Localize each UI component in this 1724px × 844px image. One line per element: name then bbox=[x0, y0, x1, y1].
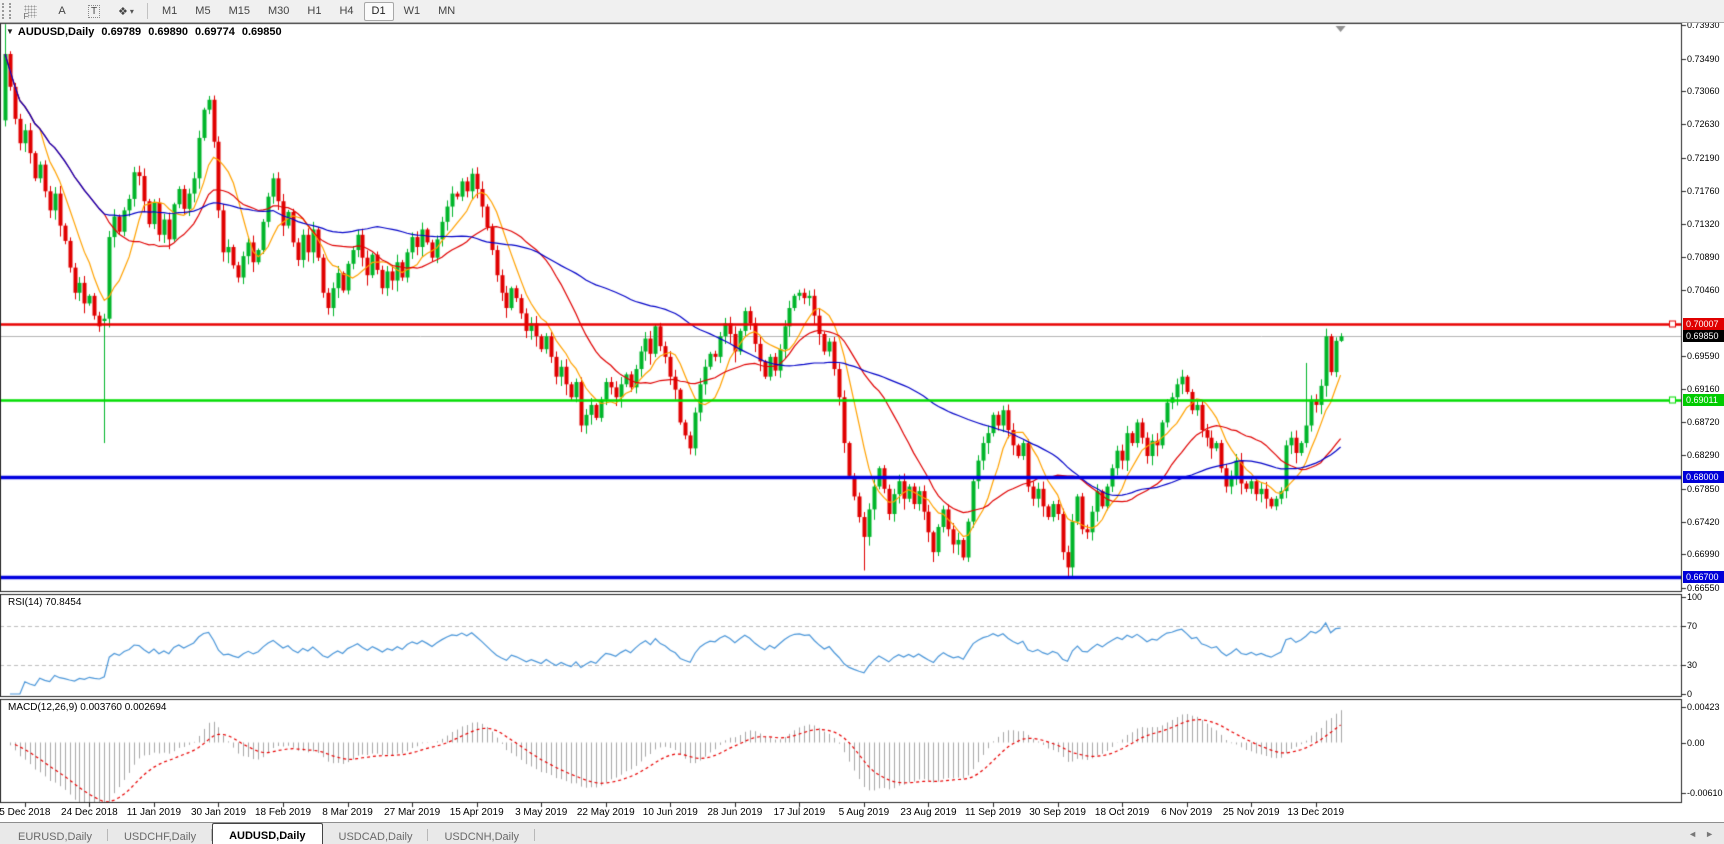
price-level-badge: 0.69011 bbox=[1683, 394, 1724, 407]
price-level-badge: 0.68000 bbox=[1683, 471, 1724, 484]
date-axis-label: 3 May 2019 bbox=[515, 807, 568, 818]
date-axis-label: 27 Mar 2019 bbox=[384, 807, 441, 818]
date-axis-label: 30 Sep 2019 bbox=[1029, 807, 1086, 818]
date-axis-label: 5 Dec 2018 bbox=[0, 807, 51, 818]
price-axis-label: 0.71760 bbox=[1687, 185, 1720, 196]
price-axis-label: 0.66550 bbox=[1687, 583, 1720, 593]
price-axis-label: 0.73060 bbox=[1687, 86, 1720, 97]
date-axis-label: 13 Dec 2019 bbox=[1287, 807, 1345, 818]
price-level-badge: 0.66700 bbox=[1683, 570, 1724, 583]
timeframe-button-d1[interactable]: D1 bbox=[363, 1, 394, 21]
price-axis-label: 0.67420 bbox=[1687, 516, 1720, 527]
price-axis-label: 0.70460 bbox=[1687, 284, 1720, 295]
price-axis-label: 0.69160 bbox=[1687, 383, 1720, 394]
close-value: 0.69850 bbox=[241, 26, 282, 38]
rsi-label: RSI(14) 70.8454 bbox=[8, 597, 82, 608]
price-axis-label: 0.69590 bbox=[1687, 351, 1720, 362]
timeframe-button-mn[interactable]: MN bbox=[438, 5, 456, 17]
open-value: 0.69789 bbox=[101, 26, 142, 38]
price-axis-label: 0.73930 bbox=[1687, 20, 1720, 30]
date-axis-label: 23 Aug 2019 bbox=[900, 807, 957, 818]
timeframe-button-m5[interactable]: M5 bbox=[195, 5, 211, 17]
text-label-tool-icon[interactable]: A bbox=[58, 5, 66, 17]
date-axis-label: 15 Apr 2019 bbox=[449, 807, 504, 818]
date-axis-label: 18 Oct 2019 bbox=[1094, 807, 1150, 818]
rsi-axis-label: 0 bbox=[1687, 689, 1693, 699]
symbol-tab-usdcnh[interactable]: USDCNH,Daily bbox=[428, 826, 535, 844]
timeframe-bar: M1 M5 M15 M30 H1 H4 D1 W1 MN bbox=[153, 1, 464, 21]
price-axis-label: 0.68720 bbox=[1687, 417, 1720, 428]
date-axis-label: 8 Mar 2019 bbox=[322, 807, 373, 818]
shapes-tool-icon[interactable]: ❖ ▾ bbox=[110, 1, 142, 21]
price-axis-label: 0.72630 bbox=[1687, 119, 1720, 130]
date-axis-label: 18 Feb 2019 bbox=[254, 807, 312, 818]
price-axis-label: 0.67850 bbox=[1687, 483, 1720, 494]
macd-axis-label: -0.00610 bbox=[1687, 788, 1723, 799]
low-value: 0.69774 bbox=[195, 26, 235, 38]
price-axis-label: 0.72190 bbox=[1687, 152, 1720, 163]
date-axis-label: 22 May 2019 bbox=[576, 807, 635, 818]
chevron-down-icon: ▾ bbox=[129, 6, 134, 16]
timeframe-button-m30[interactable]: M30 bbox=[267, 5, 290, 17]
symbol-tab-audusd[interactable]: AUDUSD,Daily bbox=[212, 823, 323, 844]
text-box-tool-icon[interactable]: T bbox=[78, 1, 110, 21]
price-axis-label: 0.70890 bbox=[1687, 251, 1720, 262]
price-level-badge: 0.69850 bbox=[1683, 330, 1724, 343]
toolbar-grip[interactable] bbox=[2, 3, 11, 19]
collapse-triangle-icon[interactable]: ▼ bbox=[6, 27, 14, 36]
price-axis-label: 0.68290 bbox=[1687, 450, 1720, 461]
macd-axis-label: 0.00423 bbox=[1687, 702, 1720, 713]
price-axis-label: 0.73490 bbox=[1687, 53, 1720, 64]
price-axis-label: 0.66990 bbox=[1687, 549, 1720, 560]
grid-pattern-icon[interactable]: F bbox=[14, 1, 46, 21]
high-value: 0.69890 bbox=[148, 26, 188, 38]
timeframe-button-m15[interactable]: M15 bbox=[228, 5, 250, 17]
price-level-badge: 0.70007 bbox=[1683, 318, 1724, 331]
date-axis-label: 6 Nov 2019 bbox=[1161, 807, 1213, 818]
text-box-glyph: T bbox=[87, 4, 101, 18]
symbol-label: AUDUSD,Daily bbox=[17, 26, 95, 38]
date-axis-label: 24 Dec 2018 bbox=[61, 807, 118, 818]
symbol-tab-bar: EURUSD,Daily USDCHF,Daily AUDUSD,Daily USDC… bbox=[0, 822, 1724, 844]
symbol-tab-usdchf[interactable]: USDCHF,Daily bbox=[108, 826, 213, 844]
macd-axis-label: 0.00 bbox=[1687, 737, 1705, 748]
timeframe-button-h1[interactable]: H1 bbox=[307, 5, 322, 17]
toolbar-separator bbox=[147, 3, 148, 19]
date-axis-label: 11 Jan 2019 bbox=[126, 807, 182, 818]
date-axis-label: 10 Jun 2019 bbox=[642, 807, 698, 818]
timeframe-button-m1[interactable]: M1 bbox=[162, 5, 178, 17]
date-axis-label: 30 Jan 2019 bbox=[190, 807, 247, 818]
rsi-axis-label: 100 bbox=[1687, 592, 1703, 602]
toolbar: F A T ❖ ▾ M1 M5 M15 M30 H1 H4 D1 W1 MN bbox=[0, 0, 1724, 23]
rsi-axis-label: 30 bbox=[1687, 659, 1698, 670]
date-axis-label: 5 Aug 2019 bbox=[838, 807, 890, 818]
timeframe-button-h4[interactable]: H4 bbox=[339, 5, 354, 17]
rsi-axis-label: 70 bbox=[1687, 621, 1698, 632]
timeframe-button-w1[interactable]: W1 bbox=[403, 5, 421, 17]
tab-scroll-left-icon[interactable]: ◄ bbox=[1688, 829, 1698, 839]
tab-scroll-right-icon[interactable]: ► bbox=[1705, 829, 1714, 839]
price-axis-label: 0.71320 bbox=[1687, 219, 1720, 230]
date-axis-label: 17 Jul 2019 bbox=[773, 807, 826, 818]
macd-label: MACD(12,26,9) 0.003760 0.002694 bbox=[8, 702, 167, 713]
symbol-tab-eurusd[interactable]: EURUSD,Daily bbox=[2, 826, 108, 844]
shapes-glyph: ❖ bbox=[118, 5, 128, 18]
date-axis-label: 25 Nov 2019 bbox=[1222, 807, 1280, 818]
date-axis-label: 11 Sep 2019 bbox=[965, 807, 1022, 818]
chart-title: ▼ AUDUSD,Daily 0.69789 0.69890 0.69774 0.… bbox=[6, 26, 286, 38]
date-axis-label: 28 Jun 2019 bbox=[707, 807, 763, 818]
symbol-tab-usdcad[interactable]: USDCAD,Daily bbox=[323, 826, 429, 844]
